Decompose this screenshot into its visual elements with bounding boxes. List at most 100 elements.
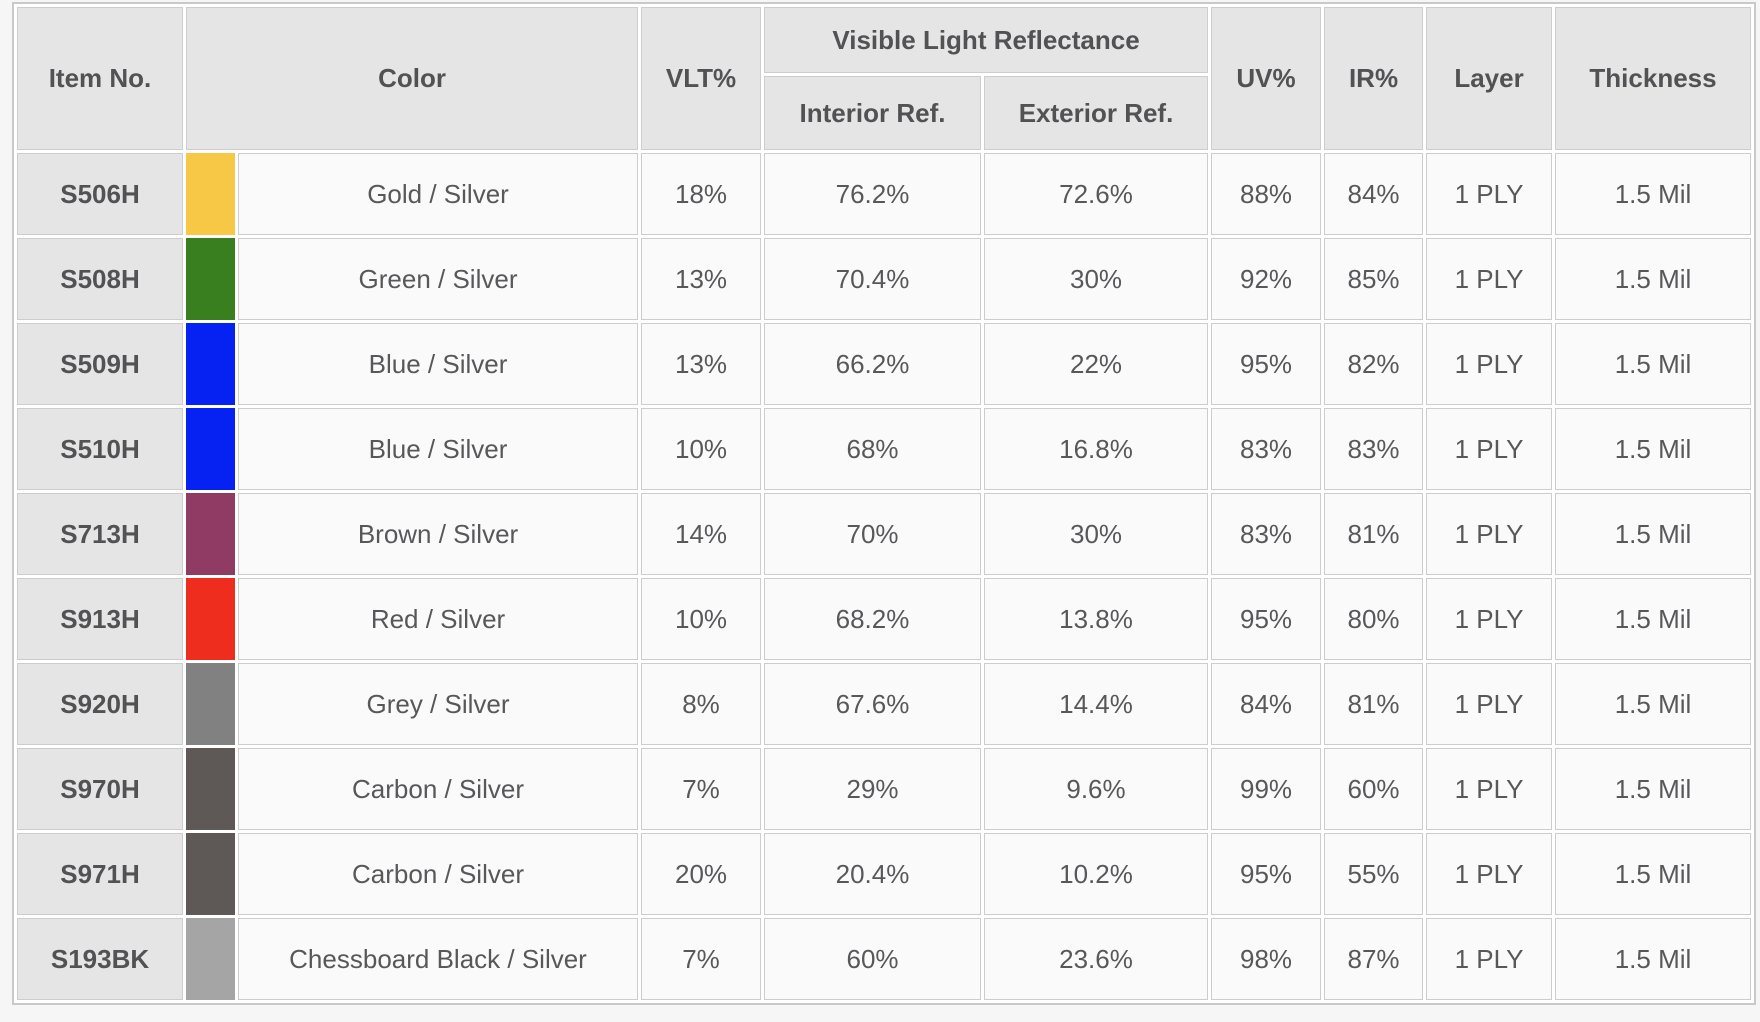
vlt-cell: 8% — [641, 663, 762, 745]
col-header-interior-ref: Interior Ref. — [764, 76, 982, 150]
col-header-layer: Layer — [1426, 7, 1553, 150]
layer-cell: 1 PLY — [1426, 748, 1553, 830]
exterior-ref-cell: 30% — [984, 238, 1209, 320]
uv-cell: 83% — [1211, 408, 1322, 490]
table-body: S506H Gold / Silver 18% 76.2% 72.6% 88% … — [17, 153, 1752, 1000]
uv-cell: 95% — [1211, 833, 1322, 915]
color-name-cell: Chessboard Black / Silver — [238, 918, 639, 1000]
item-no-cell: S920H — [17, 663, 183, 745]
color-swatch — [186, 323, 235, 405]
col-header-visible-light-reflectance: Visible Light Reflectance — [764, 7, 1209, 73]
ir-cell: 83% — [1324, 408, 1424, 490]
item-no-cell: S971H — [17, 833, 183, 915]
uv-cell: 88% — [1211, 153, 1322, 235]
col-header-ir: IR% — [1324, 7, 1424, 150]
thickness-cell: 1.5 Mil — [1555, 408, 1752, 490]
table-row-s970h: S970H Carbon / Silver 7% 29% 9.6% 99% 60… — [17, 748, 1752, 830]
interior-ref-cell: 66.2% — [764, 323, 982, 405]
vlt-cell: 10% — [641, 408, 762, 490]
thickness-cell: 1.5 Mil — [1555, 153, 1752, 235]
ir-cell: 87% — [1324, 918, 1424, 1000]
color-name-cell: Green / Silver — [238, 238, 639, 320]
interior-ref-cell: 67.6% — [764, 663, 982, 745]
uv-cell: 99% — [1211, 748, 1322, 830]
color-name-cell: Red / Silver — [238, 578, 639, 660]
color-name-cell: Carbon / Silver — [238, 833, 639, 915]
thickness-cell: 1.5 Mil — [1555, 748, 1752, 830]
exterior-ref-cell: 30% — [984, 493, 1209, 575]
color-swatch — [186, 748, 235, 830]
vlt-cell: 20% — [641, 833, 762, 915]
interior-ref-cell: 29% — [764, 748, 982, 830]
vlt-cell: 13% — [641, 323, 762, 405]
color-swatch — [186, 663, 235, 745]
thickness-cell: 1.5 Mil — [1555, 833, 1752, 915]
window-film-spec-table: Item No. Color VLT% Visible Light Reflec… — [12, 2, 1757, 1005]
col-header-vlt: VLT% — [641, 7, 762, 150]
uv-cell: 95% — [1211, 323, 1322, 405]
color-name-cell: Blue / Silver — [238, 323, 639, 405]
uv-cell: 83% — [1211, 493, 1322, 575]
item-no-cell: S510H — [17, 408, 183, 490]
color-swatch — [186, 153, 235, 235]
ir-cell: 81% — [1324, 493, 1424, 575]
uv-cell: 98% — [1211, 918, 1322, 1000]
exterior-ref-cell: 10.2% — [984, 833, 1209, 915]
table-header: Item No. Color VLT% Visible Light Reflec… — [17, 7, 1752, 150]
item-no-cell: S506H — [17, 153, 183, 235]
color-name-cell: Grey / Silver — [238, 663, 639, 745]
thickness-cell: 1.5 Mil — [1555, 663, 1752, 745]
layer-cell: 1 PLY — [1426, 918, 1553, 1000]
vlt-cell: 7% — [641, 748, 762, 830]
color-swatch — [186, 833, 235, 915]
col-header-item-no: Item No. — [17, 7, 183, 150]
col-header-uv: UV% — [1211, 7, 1322, 150]
vlt-cell: 7% — [641, 918, 762, 1000]
item-no-cell: S713H — [17, 493, 183, 575]
interior-ref-cell: 20.4% — [764, 833, 982, 915]
exterior-ref-cell: 13.8% — [984, 578, 1209, 660]
ir-cell: 55% — [1324, 833, 1424, 915]
item-no-cell: S970H — [17, 748, 183, 830]
table-row-s913h: S913H Red / Silver 10% 68.2% 13.8% 95% 8… — [17, 578, 1752, 660]
table-row-s193bk: S193BK Chessboard Black / Silver 7% 60% … — [17, 918, 1752, 1000]
ir-cell: 82% — [1324, 323, 1424, 405]
exterior-ref-cell: 72.6% — [984, 153, 1209, 235]
layer-cell: 1 PLY — [1426, 663, 1553, 745]
header-row-top: Item No. Color VLT% Visible Light Reflec… — [17, 7, 1752, 150]
interior-ref-cell: 70% — [764, 493, 982, 575]
table-row-s713h: S713H Brown / Silver 14% 70% 30% 83% 81%… — [17, 493, 1752, 575]
table-row-s509h: S509H Blue / Silver 13% 66.2% 22% 95% 82… — [17, 323, 1752, 405]
layer-cell: 1 PLY — [1426, 323, 1553, 405]
layer-cell: 1 PLY — [1426, 833, 1553, 915]
item-no-cell: S913H — [17, 578, 183, 660]
vlt-cell: 18% — [641, 153, 762, 235]
header-row-sub: Interior Ref. Exterior Ref. — [17, 76, 1751, 150]
layer-cell: 1 PLY — [1426, 578, 1553, 660]
vlt-cell: 13% — [641, 238, 762, 320]
item-no-cell: S193BK — [17, 918, 183, 1000]
layer-cell: 1 PLY — [1426, 493, 1553, 575]
color-name-cell: Carbon / Silver — [238, 748, 639, 830]
col-header-thickness: Thickness — [1555, 7, 1752, 150]
thickness-cell: 1.5 Mil — [1555, 238, 1752, 320]
ir-cell: 80% — [1324, 578, 1424, 660]
color-swatch — [186, 578, 235, 660]
exterior-ref-cell: 23.6% — [984, 918, 1209, 1000]
uv-cell: 95% — [1211, 578, 1322, 660]
item-no-cell: S508H — [17, 238, 183, 320]
ir-cell: 85% — [1324, 238, 1424, 320]
exterior-ref-cell: 22% — [984, 323, 1209, 405]
table-row-s506h: S506H Gold / Silver 18% 76.2% 72.6% 88% … — [17, 153, 1752, 235]
uv-cell: 92% — [1211, 238, 1322, 320]
table-row-s971h: S971H Carbon / Silver 20% 20.4% 10.2% 95… — [17, 833, 1752, 915]
color-name-cell: Gold / Silver — [238, 153, 639, 235]
thickness-cell: 1.5 Mil — [1555, 578, 1752, 660]
item-no-cell: S509H — [17, 323, 183, 405]
vlt-cell: 10% — [641, 578, 762, 660]
ir-cell: 84% — [1324, 153, 1424, 235]
table-row-s510h: S510H Blue / Silver 10% 68% 16.8% 83% 83… — [17, 408, 1752, 490]
col-header-exterior-ref: Exterior Ref. — [984, 76, 1209, 150]
thickness-cell: 1.5 Mil — [1555, 323, 1752, 405]
color-swatch — [186, 238, 235, 320]
